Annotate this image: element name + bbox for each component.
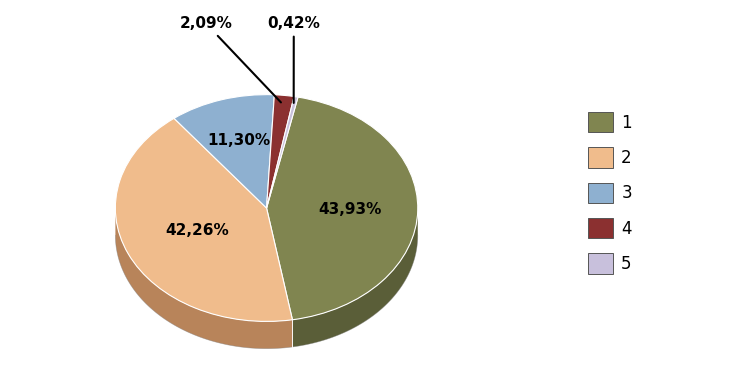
Wedge shape xyxy=(266,95,294,208)
Wedge shape xyxy=(174,95,275,208)
Text: 43,93%: 43,93% xyxy=(318,202,381,217)
Wedge shape xyxy=(266,97,298,208)
Wedge shape xyxy=(266,97,418,320)
Polygon shape xyxy=(116,211,292,349)
Text: 0,42%: 0,42% xyxy=(267,16,321,103)
Text: 11,30%: 11,30% xyxy=(207,133,270,149)
Text: 42,26%: 42,26% xyxy=(165,223,229,238)
Legend: 1, 2, 3, 4, 5: 1, 2, 3, 4, 5 xyxy=(588,112,632,274)
Polygon shape xyxy=(292,209,418,347)
Text: 2,09%: 2,09% xyxy=(180,16,281,102)
Wedge shape xyxy=(115,118,292,321)
